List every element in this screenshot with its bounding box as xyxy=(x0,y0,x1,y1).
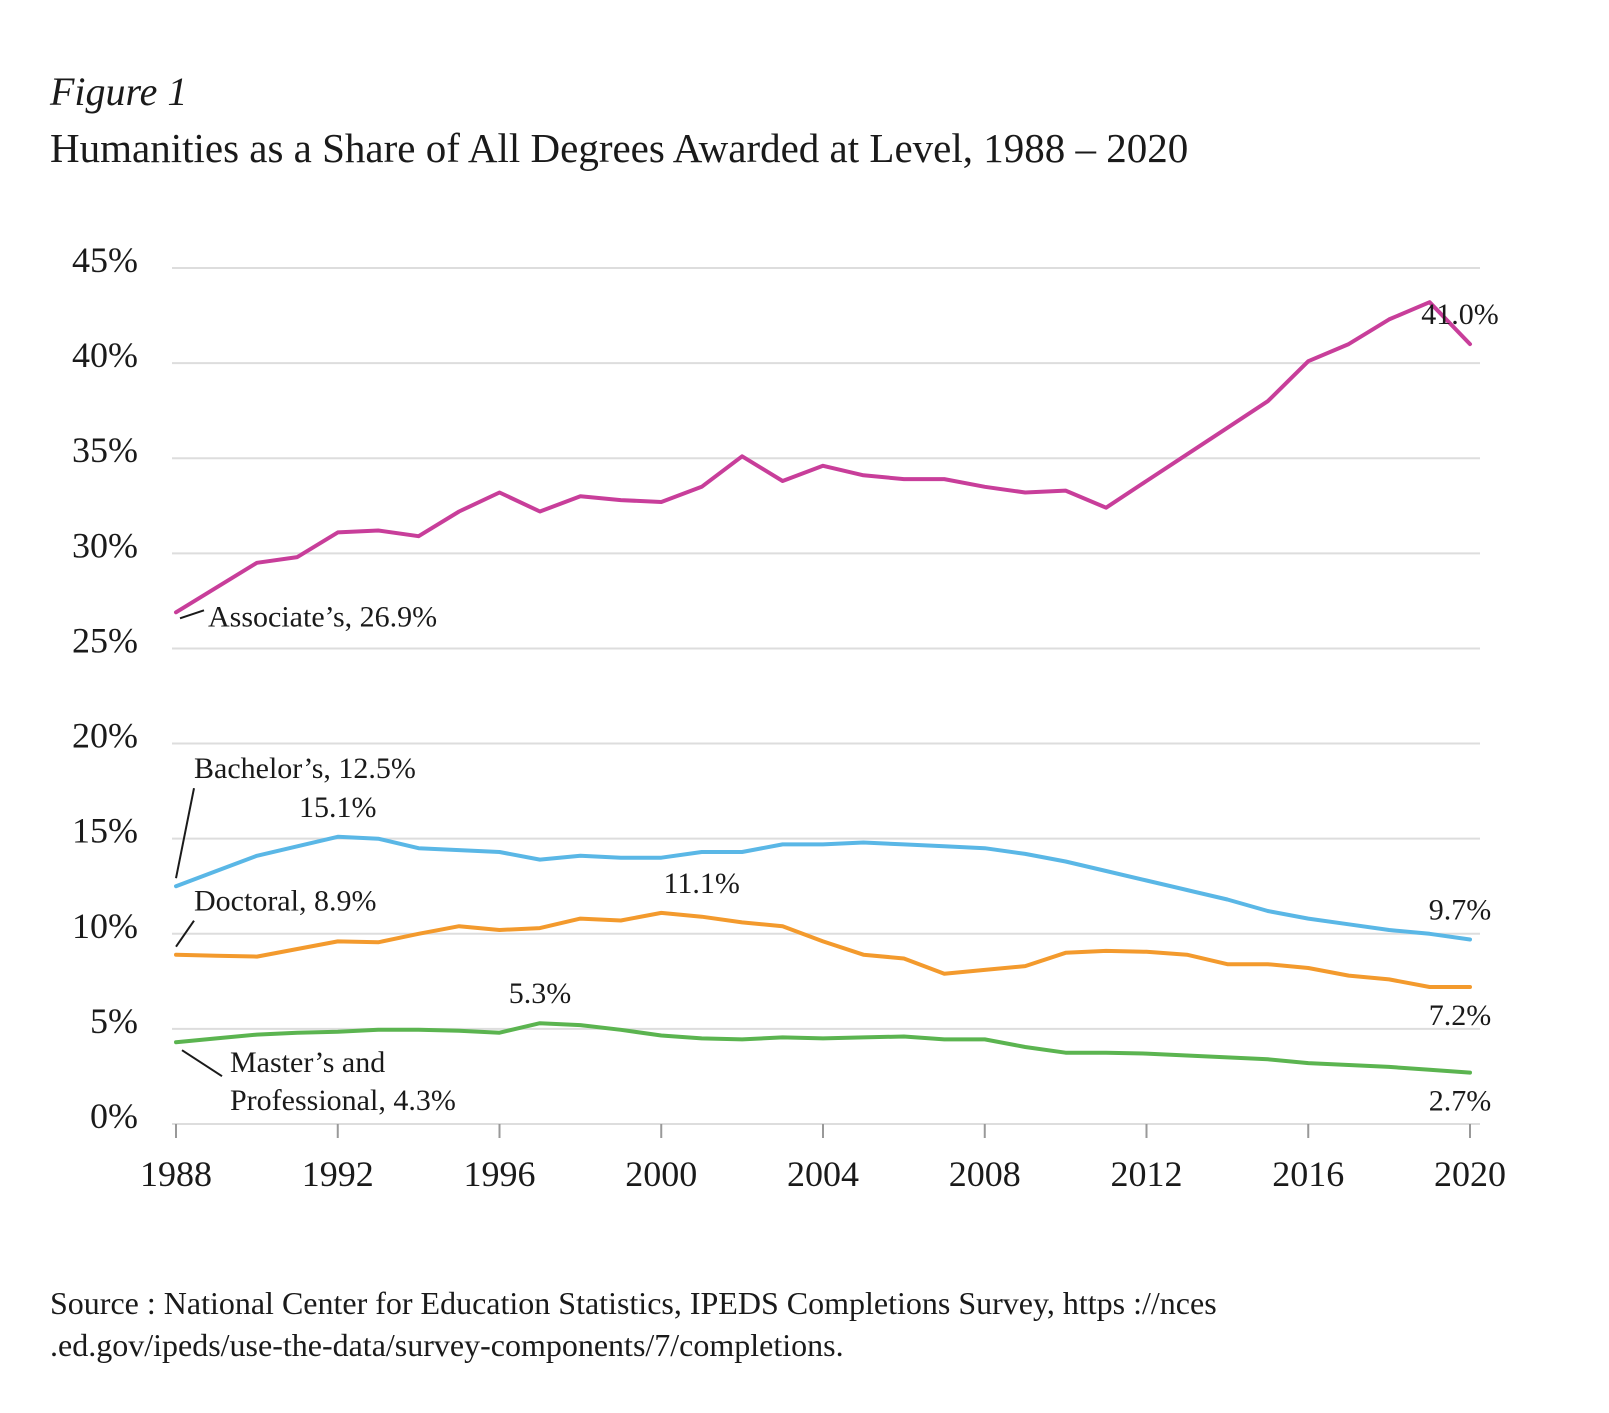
y-tick-label: 15% xyxy=(72,811,138,851)
data-label: 7.2% xyxy=(1429,999,1492,1032)
x-tick-label: 1992 xyxy=(302,1154,374,1194)
x-tick-label: 2004 xyxy=(787,1154,859,1194)
series-line-0 xyxy=(174,300,1472,615)
x-tick-label: 1988 xyxy=(140,1154,212,1194)
data-label: 9.7% xyxy=(1429,893,1492,926)
series-lines xyxy=(174,300,1472,1075)
data-label: 5.3% xyxy=(509,977,572,1010)
x-tick-label: 2000 xyxy=(625,1154,697,1194)
y-tick-label: 5% xyxy=(90,1001,138,1041)
data-label: 41.0% xyxy=(1421,298,1499,331)
x-tick-label: 2016 xyxy=(1272,1154,1344,1194)
leader-line xyxy=(175,920,195,948)
y-tick-label: 40% xyxy=(72,335,138,375)
x-tick-label: 2020 xyxy=(1434,1154,1506,1194)
y-tick-label: 25% xyxy=(72,620,138,660)
series-line-1 xyxy=(174,834,1472,942)
series-line-3 xyxy=(174,1021,1472,1075)
x-tick-labels: 1988 1992 1996 2000 2004 2008 2012 2016 2020 xyxy=(140,1154,1506,1194)
axes xyxy=(175,1124,1471,1138)
data-label: Bachelor’s, 12.5% xyxy=(194,752,416,785)
data-label: 15.1% xyxy=(299,791,377,824)
y-tick-label: 0% xyxy=(90,1096,138,1136)
data-labels: Associate’s, 26.9% 41.0% Bachelor’s, 12.5%… xyxy=(175,298,1499,1118)
grid-lines xyxy=(172,267,1480,1125)
y-tick-label: 20% xyxy=(72,716,138,756)
x-tick-label: 2012 xyxy=(1111,1154,1183,1194)
data-label: Associate’s, 26.9% xyxy=(208,600,437,633)
leader-line xyxy=(175,788,195,879)
source-note: Source : National Center for Education S… xyxy=(50,1282,1550,1366)
line-chart: 0% 5% 10% 15% 20% 25% 30% 35% 40% 45% 1988 1992 199… xyxy=(72,240,1506,1194)
data-label: 2.7% xyxy=(1429,1085,1492,1118)
data-label: Doctoral, 8.9% xyxy=(194,885,376,918)
data-label: Master’s and xyxy=(230,1046,385,1079)
leader-line xyxy=(181,1049,223,1078)
source-line-2: .ed.gov/ipeds/use-the-data/survey-compon… xyxy=(50,1327,844,1363)
leader-line xyxy=(179,609,205,620)
figure-label: Figure 1 xyxy=(50,69,188,114)
y-tick-label: 30% xyxy=(72,525,138,565)
data-label: Professional, 4.3% xyxy=(230,1084,456,1117)
data-label: 11.1% xyxy=(663,867,739,900)
source-line-1: Source : National Center for Education S… xyxy=(50,1285,1217,1321)
x-tick-label: 1996 xyxy=(464,1154,536,1194)
x-tick-label: 2008 xyxy=(949,1154,1021,1194)
y-tick-label: 10% xyxy=(72,906,138,946)
y-tick-labels: 0% 5% 10% 15% 20% 25% 30% 35% 40% 45% xyxy=(72,240,138,1136)
y-tick-label: 35% xyxy=(72,430,138,470)
chart-title: Humanities as a Share of All Degrees Awa… xyxy=(50,125,1189,171)
y-tick-label: 45% xyxy=(72,240,138,280)
series-line-2 xyxy=(174,910,1472,989)
